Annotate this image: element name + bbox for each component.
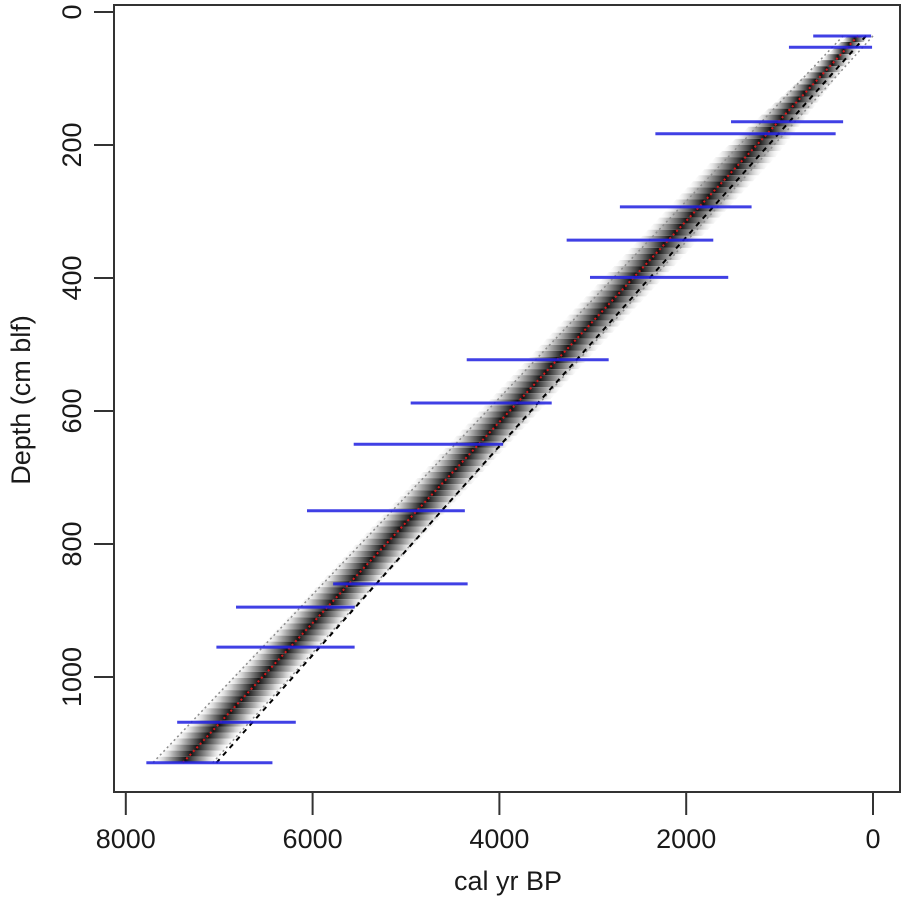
y-tick-label: 200 (57, 122, 87, 167)
x-tick-label: 8000 (96, 824, 156, 854)
y-tick-label: 400 (57, 255, 87, 300)
plot-content (146, 34, 874, 765)
envelope-bound-line (152, 35, 844, 764)
y-axis: 0 200 400 600 800 1000 (57, 4, 114, 707)
y-tick-label: 0 (57, 4, 87, 19)
envelope-bound-line (212, 35, 874, 764)
x-axis-title: cal yr BP (454, 866, 562, 896)
x-tick-label: 2000 (656, 824, 716, 854)
median-age-line (182, 35, 859, 764)
x-tick-label: 6000 (283, 824, 343, 854)
x-tick-label: 0 (865, 824, 880, 854)
y-tick-label: 800 (57, 521, 87, 566)
y-tick-label: 600 (57, 388, 87, 433)
alternative-model-line (215, 35, 867, 764)
x-axis: 8000 6000 4000 2000 0 (96, 792, 881, 854)
y-tick-label: 1000 (57, 647, 87, 707)
date-range-bars (146, 34, 873, 765)
x-tick-label: 4000 (469, 824, 529, 854)
y-axis-title: Depth (cm blf) (6, 315, 36, 485)
